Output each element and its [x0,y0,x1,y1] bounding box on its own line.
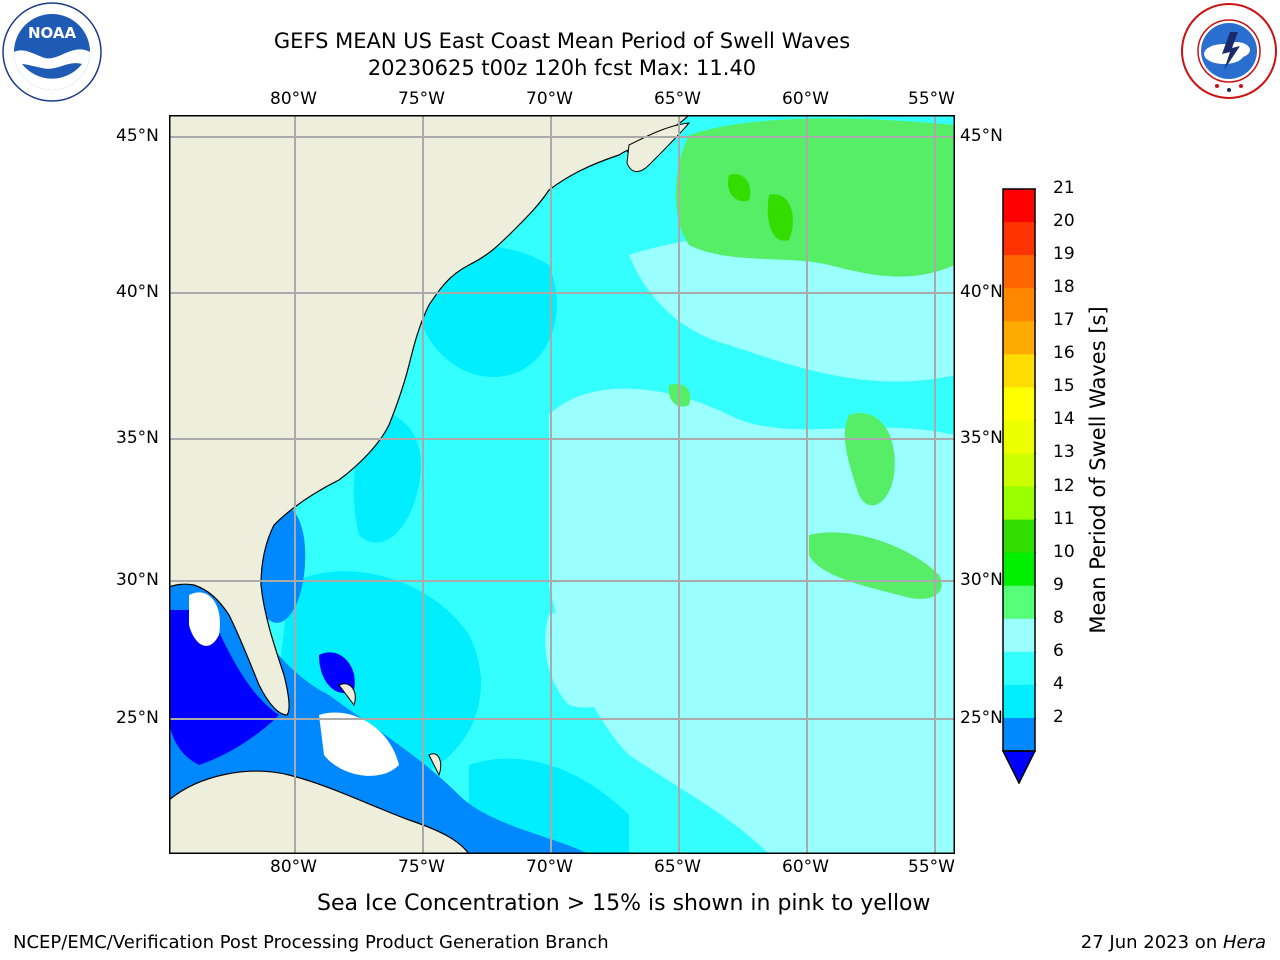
colorbar-tick-label: 17 [1053,310,1075,331]
swell-zone-below-2-bahamas [319,652,355,694]
colorbar-bin [1003,585,1035,620]
no-data-gulf [189,592,220,646]
lat-label-right: 25°N [960,708,1003,728]
lat-label-left: 45°N [116,126,159,146]
colorbar-bin [1003,222,1035,256]
colorbar-tick-label: 4 [1053,673,1064,694]
colorbar-tick-label: 6 [1053,640,1064,661]
lon-label-bottom: 80°W [270,857,317,877]
footer-date: 27 Jun 2023 on Hera [1081,932,1266,953]
colorbar-tick-label: 15 [1053,376,1075,397]
lon-label-bottom: 65°W [654,857,701,877]
lat-label-left: 40°N [116,282,159,302]
lon-label-bottom: 75°W [398,857,445,877]
lon-label-top: 60°W [782,89,829,109]
lon-label-top: 80°W [270,89,317,109]
lat-label-left: 30°N [116,570,159,590]
lon-label-top: 65°W [654,89,701,109]
swell-zone-10-11-b [767,194,793,241]
lat-label-right: 45°N [960,126,1003,146]
footer-machine: Hera [1222,932,1266,953]
colorbar-bin [1003,420,1035,454]
swell-zone-9-10-southeast [809,532,942,599]
chart-subtitle: 20230625 t00z 120h fcst Max: 11.40 [367,56,757,80]
colorbar-bin [1003,453,1035,488]
no-data-bahamas [319,712,399,776]
lat-label-right: 30°N [960,570,1003,590]
colorbar-tick-label: 12 [1053,475,1075,496]
colorbar-bin [1003,321,1035,355]
colorbar-bin [1003,552,1035,587]
colorbar-bin [1003,519,1035,554]
colorbar-frame [1002,188,1036,752]
colorbar [1001,188,1037,785]
colorbar-tick-label: 20 [1053,211,1075,232]
colorbar-bin [1003,255,1035,289]
lat-label-left: 35°N [116,428,159,448]
footer-date-text: 27 Jun 2023 on [1080,932,1223,953]
colorbar-tick-label: 13 [1053,442,1075,463]
graticule [169,115,955,854]
swell-zone-9-10-east [844,413,895,506]
land-bahamas-1 [338,683,356,707]
lon-label-bottom: 60°W [782,857,829,877]
lat-label-right: 40°N [960,282,1003,302]
colorbar-bin [1003,717,1035,752]
lon-label-bottom: 55°W [908,857,955,877]
colorbar-bin [1003,684,1035,719]
colorbar-tick-label: 18 [1053,277,1075,298]
noaa-logo-text: NOAA [28,24,77,42]
swell-zone-8-9 [549,388,955,854]
land-nova-scotia [626,122,691,172]
lon-label-top: 75°W [398,89,445,109]
colorbar-title: Mean Period of Swell Waves [s] [1086,306,1110,634]
colorbar-svg [1001,188,1037,785]
colorbar-bin [1003,486,1035,521]
colorbar-tick-label: 14 [1053,409,1075,430]
colorbar-bin [1003,387,1035,421]
swell-zone-8-9-mid [545,607,639,708]
colorbar-tick-label: 11 [1053,508,1075,529]
lon-label-top: 70°W [526,89,573,109]
colorbar-under-triangle [1001,750,1037,785]
lon-label-top: 55°W [908,89,955,109]
colorbar-bin [1003,354,1035,388]
colorbar-tick-label: 9 [1053,574,1064,595]
noaa-logo: NOAA [2,2,102,102]
colorbar-bin [1003,618,1035,653]
swell-zone-4-6-north [419,246,557,377]
land-bahamas-2 [428,753,442,777]
lat-label-left: 25°N [116,708,159,728]
swell-zone-10-11-a [728,174,751,202]
nws-logo [1180,2,1278,100]
footer-credit: NCEP/EMC/Verification Post Processing Pr… [13,932,609,953]
lat-label-right: 35°N [960,428,1003,448]
map-panel [169,115,955,854]
swell-zone-9-10-north [675,118,955,277]
land-north-america [169,115,690,716]
lon-label-bottom: 70°W [526,857,573,877]
colorbar-tick-label: 19 [1053,244,1075,265]
colorbar-tick-label: 10 [1053,541,1075,562]
colorbar-bin [1003,651,1035,686]
land-cuba [169,770,470,854]
swell-zone-below-2 [169,610,279,765]
colorbar-bin [1003,288,1035,322]
map-svg [169,115,955,854]
map-frame [169,115,955,854]
colorbar-bin [1003,189,1035,223]
chart-title: GEFS MEAN US East Coast Mean Period of S… [273,29,851,53]
colorbar-tick-label: 2 [1053,706,1064,727]
colorbar-tick-label: 16 [1053,343,1075,364]
colorbar-tick-label: 8 [1053,607,1064,628]
sea-ice-note: Sea Ice Concentration > 15% is shown in … [317,891,931,916]
colorbar-tick-label: 21 [1053,178,1075,198]
